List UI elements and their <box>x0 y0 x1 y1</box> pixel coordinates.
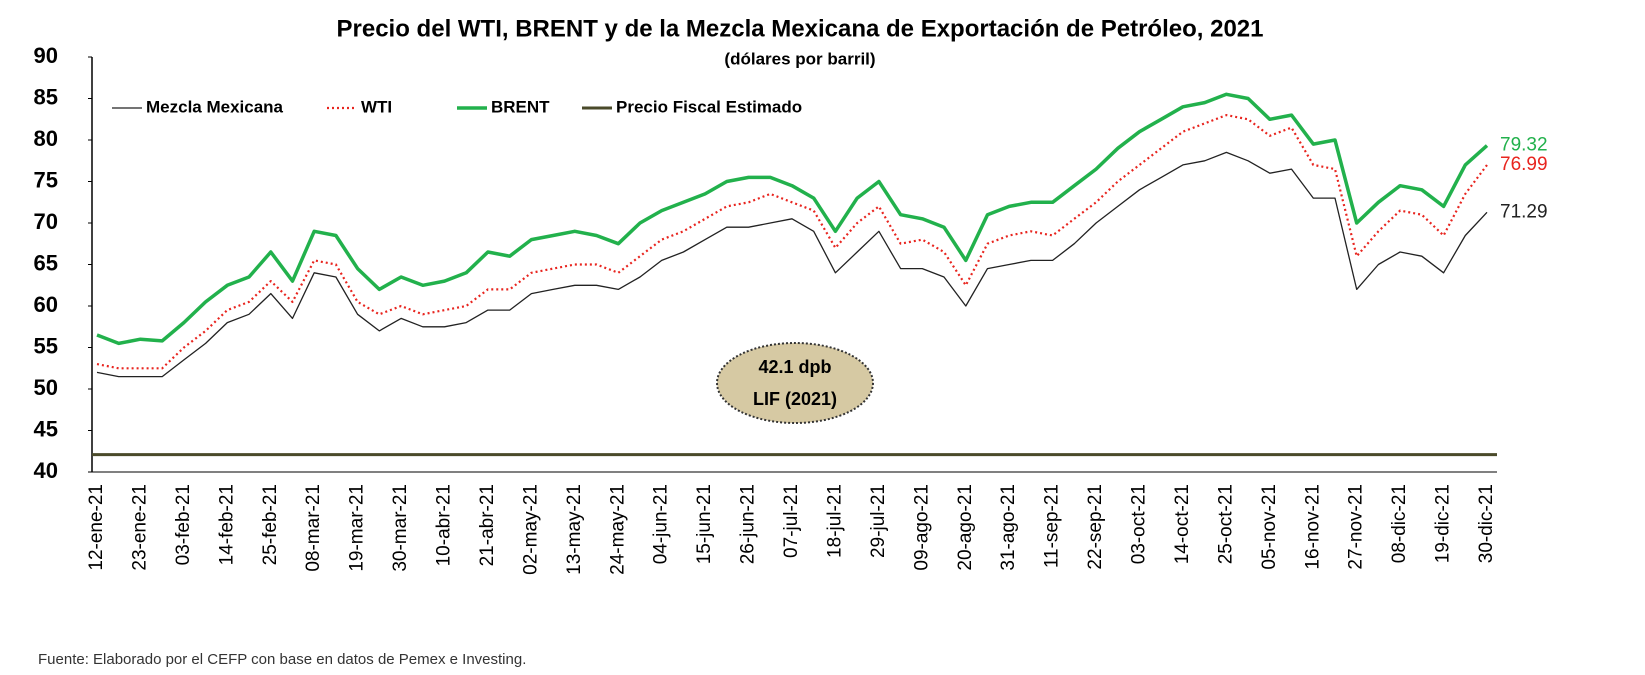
legend-label: Mezcla Mexicana <box>146 97 284 116</box>
chart-title: Precio del WTI, BRENT y de la Mezcla Mex… <box>337 15 1264 42</box>
x-tick-label: 20-ago-21 <box>955 484 976 571</box>
x-tick-label: 25-oct-21 <box>1215 484 1236 564</box>
x-tick-label: 15-jun-21 <box>694 484 715 564</box>
x-tick-label: 04-jun-21 <box>651 484 672 564</box>
x-tick-label: 14-feb-21 <box>216 484 237 565</box>
x-tick-label: 31-ago-21 <box>998 484 1019 571</box>
x-tick-label: 12-ene-21 <box>86 484 107 571</box>
x-tick-label: 07-jul-21 <box>781 484 802 558</box>
legend-label: BRENT <box>491 97 550 116</box>
series-line <box>96 114 1488 370</box>
y-tick-label: 55 <box>34 333 58 358</box>
x-tick-label: 09-ago-21 <box>911 484 932 571</box>
x-tick-label: 08-mar-21 <box>303 484 324 572</box>
source-note: Fuente: Elaborado por el CEFP con base e… <box>38 651 526 668</box>
x-tick-label: 25-feb-21 <box>260 484 281 565</box>
annotation-text: LIF (2021) <box>753 389 837 409</box>
end-value-label: 76.99 <box>1500 154 1548 175</box>
y-tick-label: 50 <box>34 375 58 400</box>
x-tick-label: 27-nov-21 <box>1346 484 1367 570</box>
x-tick-label: 02-may-21 <box>520 484 541 575</box>
y-tick-label: 85 <box>34 84 58 109</box>
series-line <box>96 92 1489 346</box>
x-tick-label: 29-jul-21 <box>868 484 889 558</box>
x-tick-label: 03-feb-21 <box>173 484 194 565</box>
y-tick-label: 75 <box>34 167 58 192</box>
x-tick-label: 30-dic-21 <box>1476 484 1497 563</box>
chart-subtitle: (dólares por barril) <box>724 49 875 68</box>
x-tick-label: 11-sep-21 <box>1042 484 1063 568</box>
y-tick-label: 70 <box>34 209 58 234</box>
x-tick-label: 19-dic-21 <box>1433 484 1454 563</box>
legend-label: WTI <box>361 97 392 116</box>
x-tick-label: 10-abr-21 <box>434 484 455 566</box>
x-tick-label: 05-nov-21 <box>1259 484 1280 570</box>
x-tick-label: 14-oct-21 <box>1172 484 1193 564</box>
annotation-bubble <box>716 342 874 424</box>
x-tick-label: 18-jul-21 <box>824 484 845 558</box>
annotation-text: 42.1 dpb <box>758 357 831 377</box>
x-tick-label: 22-sep-21 <box>1085 484 1106 570</box>
x-tick-label: 16-nov-21 <box>1302 484 1323 570</box>
y-tick-label: 60 <box>34 292 58 317</box>
end-value-label: 79.32 <box>1500 135 1548 156</box>
y-tick-label: 65 <box>34 250 58 275</box>
x-tick-label: 26-jun-21 <box>738 484 759 564</box>
y-tick-label: 45 <box>34 416 58 441</box>
x-tick-label: 23-ene-21 <box>129 484 150 571</box>
x-tick-label: 13-may-21 <box>564 484 585 575</box>
x-tick-label: 24-may-21 <box>607 484 628 575</box>
x-tick-label: 08-dic-21 <box>1389 484 1410 563</box>
y-tick-label: 40 <box>34 458 58 483</box>
legend-label: Precio Fiscal Estimado <box>616 97 802 116</box>
x-tick-label: 21-abr-21 <box>477 484 498 566</box>
x-tick-label: 19-mar-21 <box>347 484 368 572</box>
x-tick-label: 03-oct-21 <box>1129 484 1150 564</box>
y-tick-label: 80 <box>34 126 58 151</box>
y-tick-label: 90 <box>34 43 58 68</box>
end-value-label: 71.29 <box>1500 201 1548 222</box>
series-line <box>96 151 1488 378</box>
x-tick-label: 30-mar-21 <box>390 484 411 572</box>
